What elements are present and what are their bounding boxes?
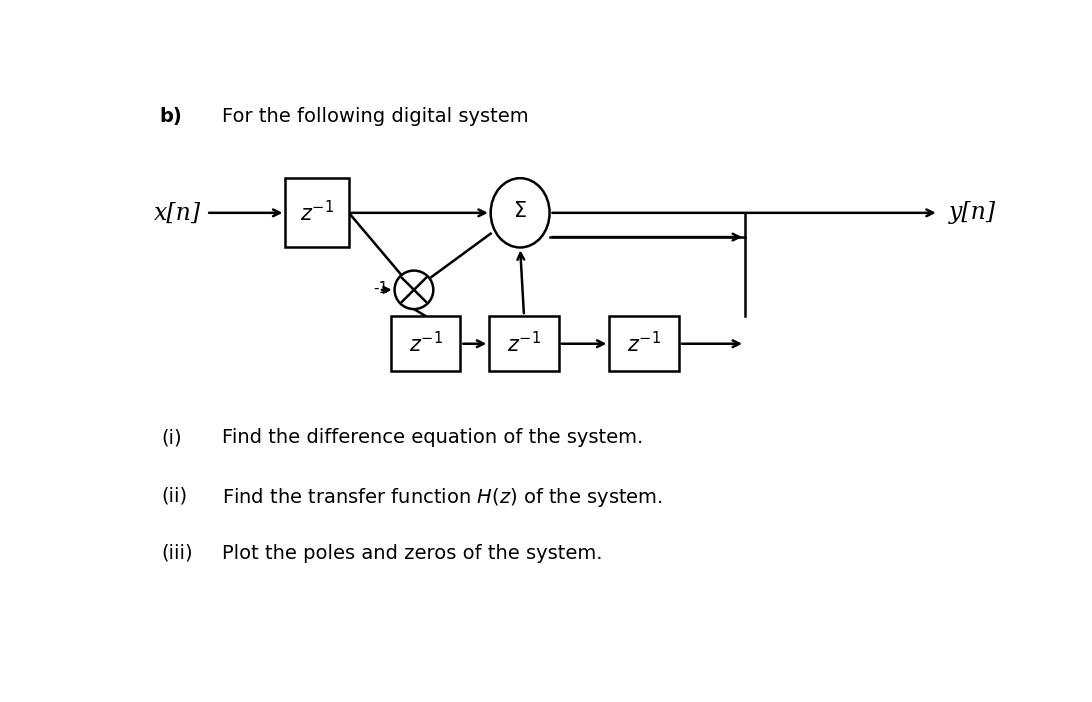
Text: $z^{-1}$: $z^{-1}$: [300, 200, 334, 225]
Text: For the following digital system: For the following digital system: [222, 107, 529, 126]
Bar: [609, 316, 679, 371]
Text: Plot the poles and zeros of the system.: Plot the poles and zeros of the system.: [222, 544, 603, 563]
Text: x[n]: x[n]: [154, 201, 201, 225]
Text: Find the transfer function $\mathit{H}$$(z)$ of the system.: Find the transfer function $\mathit{H}$$…: [222, 486, 663, 509]
Text: y[n]: y[n]: [949, 201, 996, 225]
Text: b): b): [159, 107, 182, 126]
Bar: [285, 178, 348, 248]
Circle shape: [394, 270, 434, 309]
Text: -1: -1: [373, 281, 389, 296]
Text: $z^{-1}$: $z^{-1}$: [627, 331, 661, 357]
Text: (i): (i): [162, 428, 182, 447]
Text: Σ: Σ: [513, 201, 526, 221]
Text: $z^{-1}$: $z^{-1}$: [507, 331, 541, 357]
Bar: [489, 316, 559, 371]
Text: $z^{-1}$: $z^{-1}$: [408, 331, 442, 357]
Text: Find the difference equation of the system.: Find the difference equation of the syst…: [222, 428, 643, 447]
Ellipse shape: [490, 178, 549, 248]
Bar: [391, 316, 461, 371]
Text: (iii): (iii): [162, 544, 193, 563]
Text: (ii): (ii): [162, 486, 188, 505]
